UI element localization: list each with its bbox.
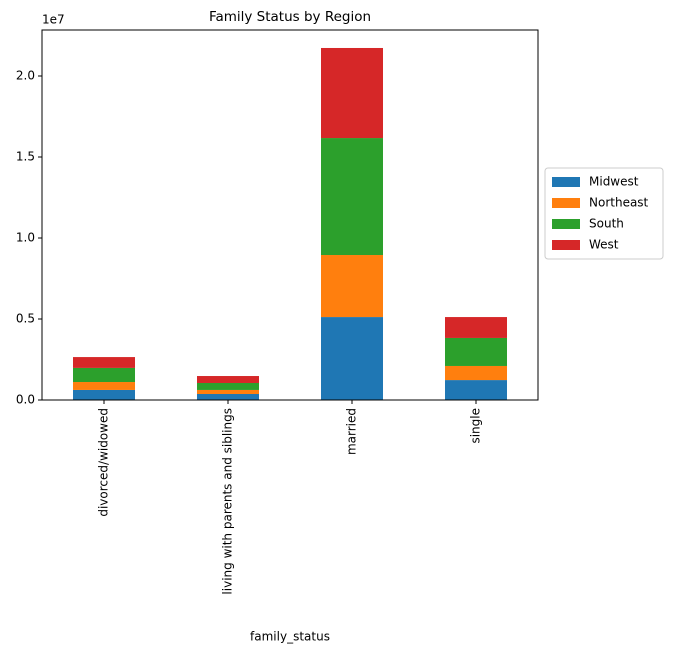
- bar-segment: [197, 394, 259, 400]
- y-tick-label: 1.5: [16, 150, 35, 164]
- bar-segment: [73, 367, 135, 383]
- bar-segment: [197, 382, 259, 390]
- x-tick-label: single: [469, 408, 483, 444]
- legend-label: Midwest: [589, 175, 639, 189]
- y-tick-label: 0.5: [16, 312, 35, 326]
- y-tick-label: 2.0: [16, 69, 35, 83]
- bar-segment: [321, 138, 383, 256]
- legend-swatch: [552, 240, 580, 250]
- legend-swatch: [552, 198, 580, 208]
- bar-segment: [73, 389, 135, 400]
- bar-segment: [445, 380, 507, 400]
- y-tick-label: 0.0: [16, 393, 35, 407]
- legend-label: South: [589, 217, 624, 231]
- plot-frame: [41, 29, 539, 401]
- legend-box: [544, 167, 664, 260]
- legend-swatch: [552, 177, 580, 187]
- x-tick-label: married: [345, 408, 359, 455]
- bar-segment: [197, 376, 259, 383]
- bar-segment: [197, 389, 259, 395]
- bar-segment: [445, 337, 507, 366]
- x-axis-label: family_status: [250, 630, 330, 644]
- legend-swatch: [552, 219, 580, 229]
- legend-label: West: [589, 238, 619, 252]
- bar-segment: [73, 382, 135, 390]
- y-offset-label: 1e7: [42, 13, 65, 27]
- chart-title: Family Status by Region: [209, 9, 371, 25]
- bar-segment: [321, 317, 383, 400]
- x-tick-label: divorced/widowed: [97, 408, 111, 517]
- bar-segment: [73, 357, 135, 368]
- x-tick-label: living with parents and siblings: [221, 408, 235, 595]
- bar-segment: [321, 47, 383, 139]
- legend-label: Northeast: [589, 196, 649, 210]
- y-tick-label: 1.0: [16, 231, 35, 245]
- bar-segment: [445, 317, 507, 338]
- bar-segment: [445, 365, 507, 381]
- bar-segment: [321, 255, 383, 318]
